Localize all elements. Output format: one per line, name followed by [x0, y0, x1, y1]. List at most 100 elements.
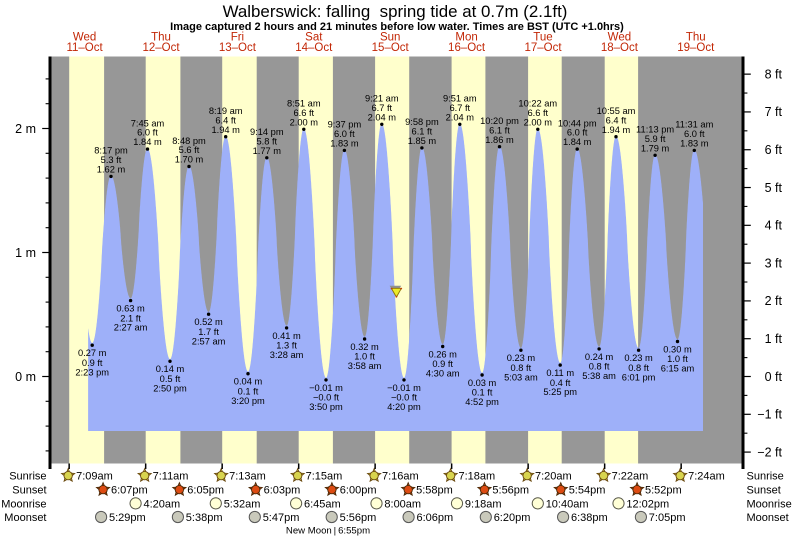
- svg-text:Sat: Sat: [305, 32, 323, 44]
- svg-text:9:37 pm: 9:37 pm: [328, 120, 362, 130]
- svg-text:1.7 ft: 1.7 ft: [198, 327, 219, 337]
- svg-text:1.94 m: 1.94 m: [211, 125, 240, 135]
- svg-text:4:20am: 4:20am: [144, 498, 181, 510]
- svg-text:12:02pm: 12:02pm: [626, 498, 669, 510]
- svg-text:16–Oct: 16–Oct: [448, 42, 486, 54]
- svg-text:0.8 ft: 0.8 ft: [628, 363, 649, 373]
- svg-text:12–Oct: 12–Oct: [142, 42, 180, 54]
- svg-text:4:52 pm: 4:52 pm: [465, 397, 499, 407]
- svg-text:3:50 pm: 3:50 pm: [309, 402, 343, 412]
- svg-text:−1 ft: −1 ft: [757, 408, 782, 422]
- svg-text:6:03pm: 6:03pm: [264, 485, 301, 497]
- svg-text:1.83 m: 1.83 m: [680, 139, 709, 149]
- svg-text:9:21 am: 9:21 am: [365, 94, 399, 104]
- svg-text:6 ft: 6 ft: [765, 143, 783, 157]
- svg-text:7:15am: 7:15am: [306, 471, 343, 483]
- svg-text:−0.01 m: −0.01 m: [387, 383, 421, 393]
- svg-text:Moonrise: Moonrise: [1, 498, 46, 510]
- svg-text:0.63 m: 0.63 m: [116, 304, 145, 314]
- svg-text:0.1 ft: 0.1 ft: [238, 386, 259, 396]
- svg-text:0.1 ft: 0.1 ft: [472, 388, 493, 398]
- svg-text:Thu: Thu: [686, 32, 706, 44]
- svg-text:6.1 ft: 6.1 ft: [412, 127, 433, 137]
- svg-text:7:22am: 7:22am: [612, 471, 649, 483]
- svg-text:6:07pm: 6:07pm: [111, 485, 148, 497]
- svg-text:5.6 ft: 5.6 ft: [179, 145, 200, 155]
- svg-text:5:47pm: 5:47pm: [263, 512, 300, 524]
- svg-text:1.94 m: 1.94 m: [602, 125, 631, 135]
- svg-text:2.00 m: 2.00 m: [524, 117, 553, 127]
- svg-text:5:38pm: 5:38pm: [186, 512, 223, 524]
- svg-text:10:22 am: 10:22 am: [518, 99, 557, 109]
- svg-text:0.03 m: 0.03 m: [468, 378, 497, 388]
- svg-text:4 ft: 4 ft: [765, 219, 783, 233]
- svg-text:0.26 m: 0.26 m: [428, 349, 457, 359]
- svg-text:9:18am: 9:18am: [465, 498, 502, 510]
- svg-text:6.7 ft: 6.7 ft: [371, 103, 392, 113]
- svg-text:0.41 m: 0.41 m: [272, 331, 301, 341]
- svg-text:7:09am: 7:09am: [76, 471, 113, 483]
- svg-text:Sunset: Sunset: [747, 485, 781, 497]
- svg-text:2.00 m: 2.00 m: [290, 117, 319, 127]
- svg-text:13–Oct: 13–Oct: [219, 42, 257, 54]
- svg-text:10:44 pm: 10:44 pm: [558, 118, 597, 128]
- svg-text:Mon: Mon: [455, 32, 477, 44]
- svg-text:0.4 ft: 0.4 ft: [550, 378, 571, 388]
- svg-text:1.3 ft: 1.3 ft: [276, 341, 297, 351]
- svg-text:0.9 ft: 0.9 ft: [82, 358, 103, 368]
- svg-text:7:11am: 7:11am: [153, 471, 189, 483]
- svg-text:6.6 ft: 6.6 ft: [293, 108, 314, 118]
- svg-text:9:14 pm: 9:14 pm: [250, 127, 284, 137]
- svg-text:7 ft: 7 ft: [765, 105, 783, 119]
- svg-text:1.0 ft: 1.0 ft: [667, 354, 688, 364]
- svg-text:Wed: Wed: [608, 32, 631, 44]
- svg-text:Thu: Thu: [151, 32, 171, 44]
- svg-text:6.7 ft: 6.7 ft: [449, 103, 470, 113]
- svg-text:8:48 pm: 8:48 pm: [172, 136, 206, 146]
- svg-text:Tue: Tue: [533, 32, 552, 44]
- svg-text:2.04 m: 2.04 m: [446, 112, 475, 122]
- svg-text:6:01 pm: 6:01 pm: [622, 372, 656, 382]
- svg-text:5:32am: 5:32am: [224, 498, 261, 510]
- svg-text:0.14 m: 0.14 m: [156, 364, 185, 374]
- svg-text:1.84 m: 1.84 m: [563, 137, 592, 147]
- svg-text:0.5 ft: 0.5 ft: [160, 374, 181, 384]
- svg-text:Image captured 2 hours and 21: Image captured 2 hours and 21 minutes be…: [170, 21, 624, 33]
- svg-text:Wed: Wed: [73, 32, 96, 44]
- svg-text:15–Oct: 15–Oct: [372, 42, 410, 54]
- svg-text:5:56pm: 5:56pm: [492, 485, 529, 497]
- svg-text:1.85 m: 1.85 m: [408, 136, 437, 146]
- svg-text:6.0 ft: 6.0 ft: [684, 129, 705, 139]
- svg-text:3:20 pm: 3:20 pm: [231, 396, 265, 406]
- svg-text:11:13 pm: 11:13 pm: [636, 125, 674, 135]
- svg-text:6:38pm: 6:38pm: [571, 512, 608, 524]
- svg-text:5:52pm: 5:52pm: [645, 485, 682, 497]
- svg-text:1.79 m: 1.79 m: [641, 143, 670, 153]
- svg-text:−0.0 ft: −0.0 ft: [391, 393, 418, 403]
- svg-text:5.9 ft: 5.9 ft: [645, 134, 666, 144]
- svg-text:7:16am: 7:16am: [382, 471, 419, 483]
- svg-text:5:38 am: 5:38 am: [582, 371, 616, 381]
- svg-text:Sun: Sun: [380, 32, 400, 44]
- svg-text:10:55 am: 10:55 am: [597, 106, 636, 116]
- svg-text:6:20pm: 6:20pm: [494, 512, 531, 524]
- svg-text:2 ft: 2 ft: [765, 294, 783, 308]
- svg-text:8:19 am: 8:19 am: [209, 106, 243, 116]
- svg-text:5.3 ft: 5.3 ft: [101, 155, 122, 165]
- svg-text:7:05pm: 7:05pm: [649, 512, 686, 524]
- svg-text:0.24 m: 0.24 m: [585, 352, 614, 362]
- svg-text:5:56pm: 5:56pm: [340, 512, 377, 524]
- svg-text:6:45am: 6:45am: [304, 498, 341, 510]
- svg-text:0 m: 0 m: [15, 370, 36, 384]
- svg-text:9:51 am: 9:51 am: [443, 94, 477, 104]
- svg-text:6.4 ft: 6.4 ft: [215, 115, 236, 125]
- svg-text:7:18am: 7:18am: [459, 471, 496, 483]
- svg-text:0.8 ft: 0.8 ft: [589, 362, 610, 372]
- svg-text:7:24am: 7:24am: [688, 471, 725, 483]
- svg-text:0.32 m: 0.32 m: [350, 342, 379, 352]
- svg-text:5.8 ft: 5.8 ft: [256, 136, 277, 146]
- svg-text:17–Oct: 17–Oct: [524, 42, 562, 54]
- svg-text:1.86 m: 1.86 m: [485, 135, 514, 145]
- svg-text:Sunset: Sunset: [12, 485, 46, 497]
- svg-text:2 m: 2 m: [15, 122, 36, 136]
